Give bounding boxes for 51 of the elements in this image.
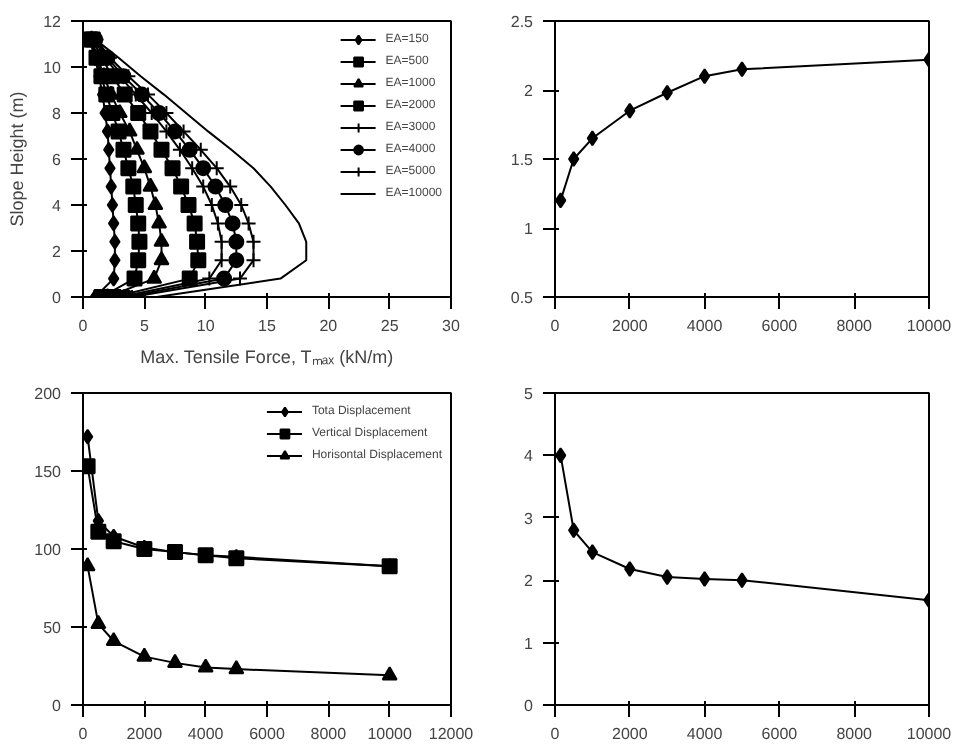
y-tick-label: 1.5	[510, 151, 535, 169]
y-tick-label: 8	[52, 105, 63, 123]
x-tick-label: 2000	[612, 317, 649, 335]
x-tick-label: 15	[258, 317, 277, 335]
x-tick-label: 10000	[906, 317, 953, 335]
x-tick-label: 8000	[836, 317, 874, 335]
y-tick-label: 10	[43, 59, 63, 77]
y-tick-label: 100	[34, 541, 63, 559]
y-tick-label: 4	[52, 197, 63, 215]
x-tick-label: 0	[78, 317, 89, 335]
y-tick-label: 2	[52, 243, 63, 261]
x-tick-label: 4000	[187, 725, 225, 743]
x-tick-label: 12000	[428, 725, 475, 743]
y-tick-label: 50	[43, 619, 63, 637]
x-tick-label: 8000	[836, 725, 874, 743]
x-tick-label: 6000	[761, 317, 799, 335]
y-tick-label: 2	[524, 572, 535, 591]
y-tick-label: 1	[524, 220, 535, 238]
y-tick-label: 2	[524, 82, 535, 100]
y-tick-label: 5	[524, 385, 535, 403]
y-tick-label: 1	[524, 634, 535, 653]
x-tick-label: 20	[319, 317, 339, 335]
x-tick-label: 6000	[249, 725, 286, 743]
y-tick-label: 4	[524, 447, 535, 466]
x-axis-title: Max. Tensile Force, Tₘₐₓ (kN/m)	[140, 347, 394, 367]
y-tick-label: 200	[34, 385, 63, 403]
y-tick-label: 0	[524, 697, 535, 715]
y-tick-label: 0	[52, 697, 63, 715]
x-tick-label: 4000	[686, 725, 724, 743]
y-tick-label: 0	[52, 289, 63, 307]
x-tick-label: 30	[442, 317, 461, 335]
x-tick-label: 2000	[126, 725, 164, 743]
y-tick-label: 150	[34, 463, 63, 481]
x-tick-label: 25	[380, 317, 400, 335]
y-axis-title: Slope Height (m)	[7, 91, 28, 227]
y-tick-label: 3	[524, 509, 535, 528]
y-tick-label: 6	[52, 151, 63, 169]
x-tick-label: 6000	[761, 725, 799, 743]
y-tick-label: 12	[43, 13, 63, 31]
x-tick-label: 8000	[310, 725, 348, 743]
x-tick-label: 10000	[367, 725, 414, 743]
y-tick-label: 0.5	[510, 289, 535, 307]
x-tick-label: 10	[196, 317, 216, 335]
x-tick-label: 5	[139, 317, 150, 335]
x-tick-label: 4000	[686, 317, 724, 335]
x-tick-label: 10000	[906, 725, 953, 743]
x-tick-label: 0	[78, 725, 89, 743]
x-tick-label: 0	[550, 725, 561, 743]
x-tick-label: 2000	[612, 725, 649, 743]
x-tick-label: 0	[550, 317, 561, 335]
y-tick-label: 2.5	[510, 13, 535, 31]
